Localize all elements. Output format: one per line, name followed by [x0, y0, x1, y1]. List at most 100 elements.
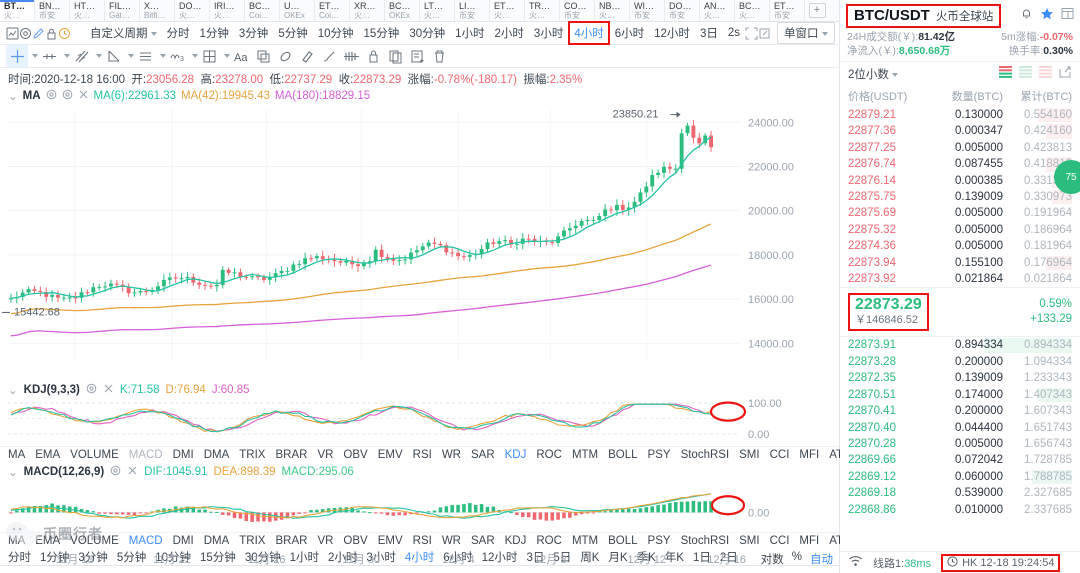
orderbook-row[interactable]: 22870.41 0.200000 1.607343	[840, 403, 1080, 419]
brush-tool-icon[interactable]	[318, 45, 340, 67]
symbol-tab[interactable]: BC… 火…	[735, 0, 770, 21]
delete-drawings-icon[interactable]	[428, 45, 450, 67]
orderbook-row[interactable]: 22875.32 0.005000 0.186964	[840, 222, 1080, 238]
symbol-tab[interactable]: BT… 火…	[0, 0, 35, 21]
symbol-tab[interactable]: DO… 币安	[665, 0, 700, 21]
macd-collapse-icon[interactable]: ⌄	[8, 467, 18, 479]
macd-settings-icon[interactable]	[110, 465, 121, 479]
symbol-tab[interactable]: ET… Coi…	[315, 0, 350, 21]
orderbook-row[interactable]: 22874.36 0.005000 0.181964	[840, 238, 1080, 254]
period-option[interactable]: 1日	[692, 552, 711, 564]
indicator-tab[interactable]: PSY	[647, 535, 671, 547]
indicator-tab[interactable]: MFI	[799, 535, 820, 547]
macd-close-icon[interactable]	[127, 465, 138, 479]
symbol-tab[interactable]: IRI… 火…	[210, 0, 245, 21]
indicator-tab[interactable]: CCI	[769, 449, 790, 461]
bell-icon[interactable]	[1020, 7, 1033, 25]
kdj-chart[interactable]: 100.00 0.00	[0, 398, 839, 446]
indicator-tab[interactable]: MACD	[128, 449, 163, 461]
symbol-tab[interactable]: BN… 币安	[35, 0, 70, 21]
symbol-tab[interactable]: NB… 火…	[595, 0, 630, 21]
indicator-tab[interactable]: SAR	[470, 535, 495, 547]
period-option[interactable]: 1分钟	[40, 552, 70, 564]
parallel-lines-chevron-icon[interactable]	[92, 54, 102, 58]
period-option[interactable]: 5日	[553, 552, 572, 564]
custom-period-button[interactable]: 自定义周期	[85, 23, 162, 43]
indicator-tab[interactable]: WR	[441, 449, 461, 461]
bottom-tab[interactable]: 未成交	[12, 565, 50, 573]
symbol-tab[interactable]: BC… OKEx	[385, 0, 420, 21]
period-option[interactable]: 4小时	[568, 21, 610, 45]
expand-icon[interactable]	[758, 23, 771, 43]
refresh-interval[interactable]: 2s	[727, 27, 740, 39]
symbol-tab[interactable]: HT… 火…	[70, 0, 105, 21]
sell-only-view-icon[interactable]	[1039, 65, 1052, 83]
indicator-tab[interactable]: VR	[317, 535, 334, 547]
period-option[interactable]: 2小时	[328, 552, 358, 564]
wave-tool-icon[interactable]: 3	[166, 45, 188, 67]
lock-icon[interactable]	[45, 23, 58, 43]
popout-orderbook-icon[interactable]	[1059, 65, 1072, 83]
indicator-tab[interactable]: ROC	[536, 449, 562, 461]
symbol-tab[interactable]: ET… 火…	[490, 0, 525, 21]
bottom-tab[interactable]: 深度图	[322, 565, 360, 573]
orderbook-row[interactable]: 22873.91 0.894334 0.894334	[840, 337, 1080, 353]
symbol-tab[interactable]: DO… 火…	[175, 0, 210, 21]
ma-eye-icon[interactable]	[46, 89, 57, 103]
indicator-tab[interactable]: RSI	[412, 449, 432, 461]
orderbook-row[interactable]: 22873.28 0.200000 1.094334	[840, 354, 1080, 370]
indicator-tab[interactable]: KDJ	[504, 449, 527, 461]
period-option[interactable]: 12小时	[481, 552, 518, 564]
indicator-tab[interactable]: CCI	[769, 535, 790, 547]
alert-clock-icon[interactable]	[58, 23, 71, 43]
period-option[interactable]: 1分钟	[199, 28, 229, 40]
symbol-tab[interactable]: FIL… Gat…	[105, 0, 140, 21]
cross-line-tool-icon[interactable]	[38, 45, 60, 67]
orderbook-row[interactable]: 22876.14 0.000385 0.331358	[840, 173, 1080, 189]
orderbook-row[interactable]: 22869.18 0.539000 2.327685	[840, 485, 1080, 501]
both-sides-view-icon[interactable]	[999, 65, 1012, 83]
indicator-tab[interactable]: OBV	[343, 449, 368, 461]
indicator-tab[interactable]: ROC	[536, 535, 562, 547]
favorite-star-icon[interactable]	[1040, 7, 1054, 25]
ma-settings-icon[interactable]	[62, 89, 73, 103]
window-layout-button[interactable]: 单窗口	[777, 22, 835, 44]
macd-chart[interactable]: 0.00	[0, 481, 839, 532]
cross-line-tool-chevron-icon[interactable]	[60, 54, 70, 58]
period-option[interactable]: 3日	[699, 28, 718, 40]
lock-drawings-icon[interactable]	[362, 45, 384, 67]
indicator-tab[interactable]: BRAR	[275, 449, 308, 461]
chart-type-icon[interactable]	[6, 23, 19, 43]
period-option[interactable]: 6小时	[443, 552, 473, 564]
settings-gear-icon[interactable]	[19, 23, 32, 43]
orderbook-row[interactable]: 22876.74 0.087455 0.418813	[840, 156, 1080, 172]
period-option[interactable]: 1小时	[455, 28, 485, 40]
indicator-tab[interactable]: MA	[8, 535, 26, 547]
period-option[interactable]: 分时	[166, 28, 190, 40]
list-view-icon[interactable]	[1061, 7, 1074, 25]
indicator-tab[interactable]: BRAR	[275, 535, 308, 547]
indicator-tab[interactable]: MTM	[571, 449, 599, 461]
period-option[interactable]: 3日	[526, 552, 545, 564]
orderbook-row[interactable]: 22870.51 0.174000 1.407343	[840, 387, 1080, 403]
symbol-tab[interactable]: U… OKEx	[280, 0, 315, 21]
indicator-tab[interactable]: KDJ	[504, 535, 527, 547]
visibility-tool-icon[interactable]	[340, 45, 362, 67]
symbol-tab[interactable]: X… Bitfi…	[140, 0, 175, 21]
indicator-tab[interactable]: DMI	[172, 449, 194, 461]
copy-drawings-icon[interactable]	[384, 45, 406, 67]
period-option[interactable]: 30分钟	[244, 552, 281, 564]
orderbook-row[interactable]: 22870.28 0.005000 1.656743	[840, 436, 1080, 452]
floating-round-button[interactable]: 75	[1054, 160, 1080, 194]
indicator-tab[interactable]: OBV	[343, 535, 368, 547]
horizontal-lines-tool-icon[interactable]	[134, 45, 156, 67]
auto-scale-toggle[interactable]: 自动	[810, 554, 833, 566]
period-option[interactable]: 1小时	[289, 552, 320, 564]
grid-tool-icon[interactable]	[198, 45, 220, 67]
indicator-tab[interactable]: BOLL	[608, 535, 638, 547]
indicator-tab[interactable]: MTM	[571, 535, 599, 547]
symbol-tab[interactable]: CO… 币安	[560, 0, 595, 21]
indicator-tab[interactable]: DMA	[203, 449, 230, 461]
orderbook-row[interactable]: 22877.25 0.005000 0.423813	[840, 140, 1080, 156]
indicator-tab[interactable]: EMA	[35, 535, 61, 547]
